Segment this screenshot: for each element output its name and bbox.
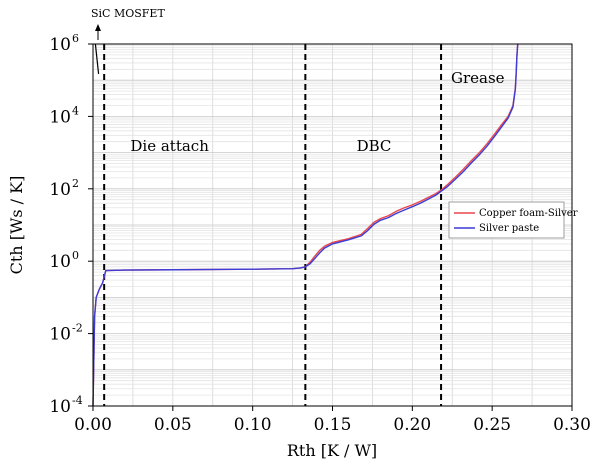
y-tick-exponent: -2 xyxy=(72,322,83,335)
x-axis-ticks: 0.00 0.05 0.10 0.15 0.20 0.25 0.30 xyxy=(74,406,591,435)
legend-box xyxy=(448,201,565,239)
y-tick-label: 10 xyxy=(49,180,71,200)
legend: Copper foam-Silver Silver paste xyxy=(448,201,578,239)
y-tick-label: 10 xyxy=(49,252,71,272)
region-label: DBC xyxy=(357,137,392,155)
y-tick-exponent: -4 xyxy=(72,394,83,407)
x-axis-label: Rth [K / W] xyxy=(287,441,377,460)
region-label: Die attach xyxy=(130,137,209,155)
y-tick-label: 10 xyxy=(49,35,71,55)
x-tick-label: 0.05 xyxy=(154,415,192,435)
x-tick-label: 0.10 xyxy=(234,415,272,435)
legend-label-silver-paste: Silver paste xyxy=(479,223,539,234)
legend-label-copper-foam-silver: Copper foam-Silver xyxy=(479,208,578,219)
x-tick-label: 0.15 xyxy=(314,415,352,435)
x-tick-label: 0.20 xyxy=(393,415,431,435)
region-labels: Die attach DBC Grease xyxy=(130,69,504,155)
y-tick-exponent: 6 xyxy=(72,32,79,45)
annotation-label: SiC MOSFET xyxy=(91,7,165,20)
y-tick-label: 10 xyxy=(49,107,71,127)
sic-mosfet-curve xyxy=(94,43,100,75)
y-tick-exponent: 4 xyxy=(72,104,79,117)
x-tick-label: 0.00 xyxy=(74,415,112,435)
region-boundaries xyxy=(103,44,443,406)
annotation-arrowhead xyxy=(95,24,101,31)
x-tick-label: 0.25 xyxy=(473,415,511,435)
y-tick-label: 10 xyxy=(49,325,71,345)
x-tick-label: 0.30 xyxy=(553,415,591,435)
region-label: Grease xyxy=(451,69,505,87)
series-lines xyxy=(92,43,519,407)
y-tick-label: 10 xyxy=(49,397,71,417)
y-tick-exponent: 0 xyxy=(72,249,79,262)
y-axis-label: Cth [Ws / K] xyxy=(7,176,26,275)
y-tick-exponent: 2 xyxy=(72,177,79,190)
series-line xyxy=(92,43,519,407)
